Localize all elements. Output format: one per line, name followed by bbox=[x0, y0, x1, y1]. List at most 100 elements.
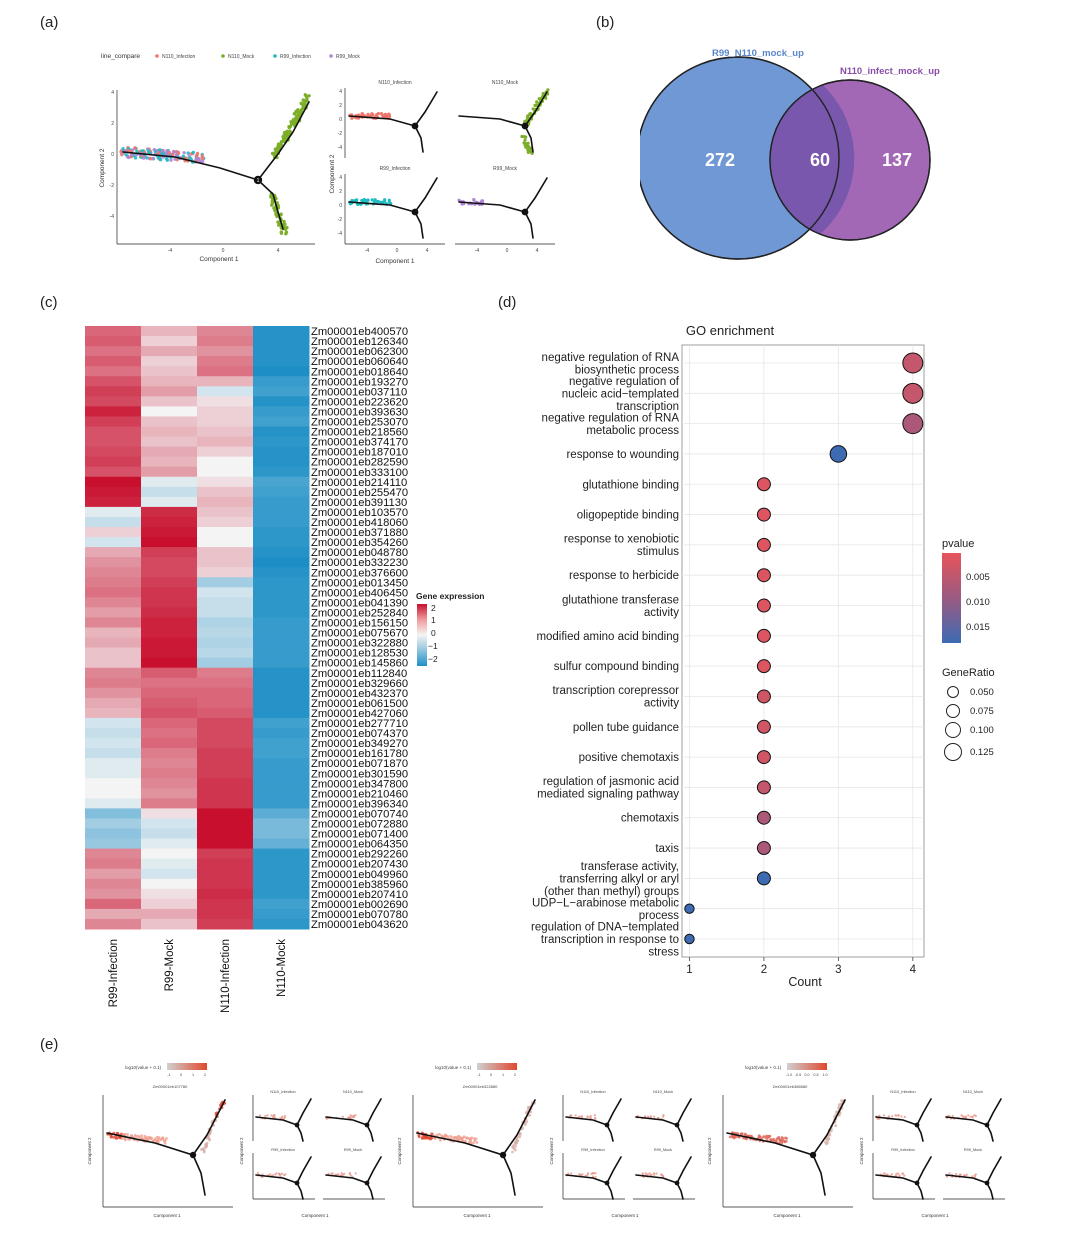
svg-text:log10(value + 0.1): log10(value + 0.1) bbox=[435, 1065, 472, 1070]
go-dot bbox=[756, 537, 771, 552]
set1-label: R99_N110_mock_up bbox=[712, 48, 804, 59]
svg-text:0: 0 bbox=[339, 203, 342, 209]
go-term-label: activity bbox=[644, 607, 679, 619]
heatmap-cell bbox=[197, 376, 254, 387]
go-term-label: glutathione transferase bbox=[562, 594, 679, 606]
gene-label: Zm00001eb301590 bbox=[311, 768, 408, 780]
generatio-legend: GeneRatio 0.050 0.075 0.100 0.125 bbox=[942, 667, 995, 761]
heatmap-cell bbox=[85, 577, 142, 588]
heatmap-cell bbox=[85, 788, 142, 799]
facet-plots: N110_Infection 4 2 0 -2 -4 N110_Mock R99_Infect… bbox=[329, 80, 555, 265]
heatmap-cell bbox=[253, 707, 310, 719]
heatmap-cell bbox=[141, 406, 198, 417]
svg-text:Zm00001eb322880: Zm00001eb322880 bbox=[463, 1084, 498, 1089]
gene-label: Zm00001eb207430 bbox=[311, 859, 408, 871]
go-term-label: metabolic process bbox=[586, 425, 679, 437]
svg-text:Component 1: Component 1 bbox=[611, 1213, 639, 1218]
heatmap-cell bbox=[141, 778, 198, 789]
heatmap-cell bbox=[85, 356, 142, 367]
heatmap-cell bbox=[197, 788, 254, 799]
heatmap-cell bbox=[85, 336, 142, 347]
svg-text:2: 2 bbox=[339, 103, 342, 109]
heatmap-cell bbox=[197, 366, 254, 377]
heatmap-cell bbox=[253, 366, 310, 377]
heatmap-cell bbox=[85, 637, 142, 649]
heatmap-cell bbox=[141, 436, 198, 448]
heatmap-cell bbox=[253, 557, 310, 568]
go-term-label: transcription corepressor bbox=[552, 685, 679, 697]
go-term-label: stress bbox=[648, 947, 679, 959]
heatmap-cell bbox=[253, 878, 310, 890]
heatmap-cell bbox=[85, 838, 142, 850]
svg-text:0.100: 0.100 bbox=[970, 725, 994, 736]
heatmap-column-label: R99-Mock bbox=[164, 939, 176, 992]
heatmap-cell bbox=[141, 858, 198, 870]
go-term-label: regulation of jasmonic acid bbox=[543, 776, 679, 788]
heatmap-cell bbox=[141, 808, 198, 819]
svg-text:2: 2 bbox=[431, 603, 436, 613]
heatmap-cell bbox=[85, 677, 142, 689]
svg-text:R99_Mock: R99_Mock bbox=[493, 166, 517, 172]
go-term-label: process bbox=[639, 910, 680, 922]
svg-text:log10(value + 0.1): log10(value + 0.1) bbox=[745, 1065, 782, 1070]
heatmap-cell bbox=[85, 326, 142, 337]
heatmap-cell bbox=[141, 346, 198, 357]
go-dot bbox=[829, 445, 848, 463]
gene-label: Zm00001eb253070 bbox=[311, 417, 408, 429]
svg-text:0.050: 0.050 bbox=[970, 687, 994, 698]
gene-label: Zm00001eb406450 bbox=[311, 587, 408, 599]
gene-label: Zm00001eb071400 bbox=[311, 829, 408, 841]
heatmap-cell bbox=[197, 657, 254, 669]
gene-label: Zm00001eb333100 bbox=[311, 467, 408, 479]
heatmap-cell bbox=[253, 748, 310, 759]
facet-n110-mock: N110_Mock bbox=[458, 80, 550, 156]
svg-text:Component 1: Component 1 bbox=[463, 1213, 491, 1218]
gene-label: Zm00001eb252840 bbox=[311, 607, 408, 619]
svg-text:2: 2 bbox=[339, 189, 342, 195]
heatmap-cell bbox=[141, 717, 198, 729]
go-dot bbox=[902, 352, 924, 374]
gene-label: Zm00001eb187010 bbox=[311, 447, 408, 459]
gene-label: Zm00001eb193270 bbox=[311, 376, 408, 388]
gene-label: Zm00001eb391130 bbox=[311, 497, 407, 509]
heatmap-cell bbox=[85, 597, 142, 608]
heatmap-column-label: R99-Infection bbox=[108, 939, 120, 1007]
gene-label: Zm00001eb347800 bbox=[311, 778, 408, 790]
svg-text:−2: −2 bbox=[428, 654, 438, 664]
heatmap-cell bbox=[253, 547, 310, 558]
svg-text:N110_Mock: N110_Mock bbox=[492, 80, 519, 86]
count-only-set1: 272 bbox=[705, 150, 735, 170]
gene-label: Zm00001eb354260 bbox=[311, 537, 408, 549]
svg-text:Zm00001eb107780: Zm00001eb107780 bbox=[153, 1084, 188, 1089]
svg-text:-1: -1 bbox=[477, 1073, 480, 1077]
heatmap-cell bbox=[253, 908, 310, 920]
heatmap-cell bbox=[253, 456, 310, 468]
svg-text:N110_Infection: N110_Infection bbox=[270, 1090, 295, 1094]
heatmap-cell bbox=[197, 537, 254, 548]
go-term-label: transcription bbox=[616, 401, 679, 413]
heatmap-cell bbox=[85, 918, 142, 930]
svg-text:0.075: 0.075 bbox=[970, 706, 994, 717]
svg-text:Component 2: Component 2 bbox=[239, 1137, 244, 1165]
svg-text:0: 0 bbox=[111, 152, 114, 158]
heatmap-cell bbox=[141, 506, 198, 518]
heatmap-cell bbox=[85, 426, 142, 438]
heatmap-cell bbox=[197, 406, 254, 417]
heatmap-cell bbox=[253, 587, 310, 598]
heatmap-cell bbox=[197, 587, 254, 598]
heatmap-cell bbox=[85, 486, 142, 498]
heatmap-cell bbox=[141, 627, 198, 639]
heatmap-cell bbox=[253, 326, 310, 337]
svg-text:-0.5: -0.5 bbox=[795, 1073, 802, 1077]
heatmap-cell bbox=[141, 376, 198, 387]
heatmap-cell bbox=[141, 828, 198, 840]
heatmap-cell bbox=[141, 898, 198, 910]
heatmap-cell bbox=[85, 386, 142, 397]
svg-text:-4: -4 bbox=[475, 248, 480, 254]
gene-label: Zm00001eb218560 bbox=[311, 427, 408, 439]
heatmap-cell bbox=[197, 818, 254, 829]
x-tick-label: 2 bbox=[761, 964, 767, 976]
heatmap-cell bbox=[141, 597, 198, 608]
heatmap-cell bbox=[141, 356, 198, 367]
heatmap-cell bbox=[253, 728, 310, 739]
